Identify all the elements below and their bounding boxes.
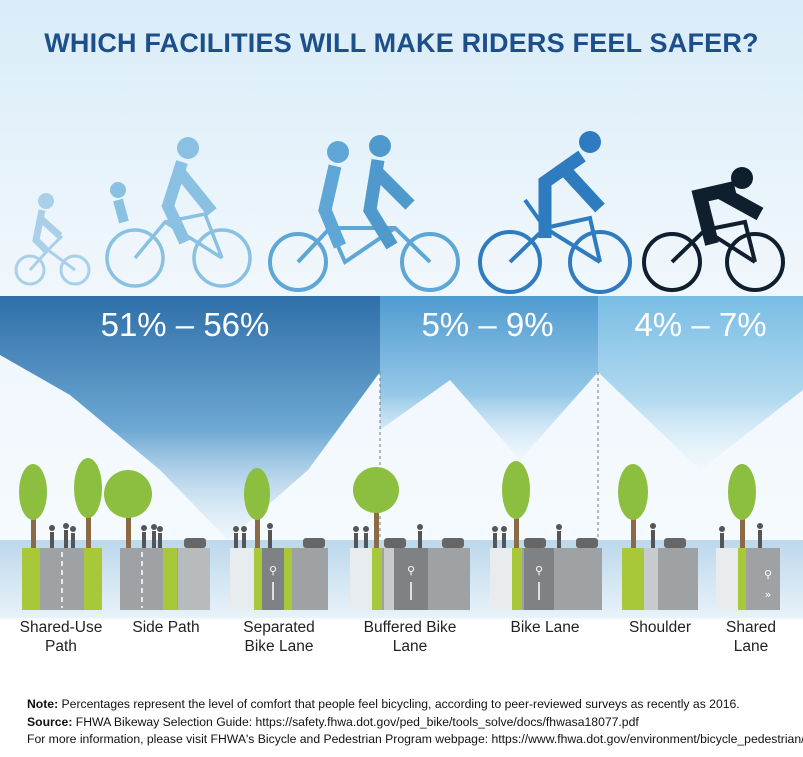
svg-text:⚲: ⚲ (269, 564, 277, 577)
facility-label-line: Shared-Use (19, 619, 103, 636)
facility-label-shoulder: Shoulder (612, 618, 708, 637)
facility-label-separated-bike-lane: Separated Bike Lane (224, 618, 334, 656)
facility-label-line: Separated (243, 619, 315, 636)
section-shoulder (618, 464, 698, 610)
source-line: Source: FHWA Bikeway Selection Guide: ht… (27, 714, 797, 732)
section-separated-bike-lane: ⚲ (230, 468, 328, 610)
cyclist-racer-icon (642, 167, 785, 292)
facility-label-line: Shoulder (628, 619, 692, 636)
page-title: WHICH FACILITIES WILL MAKE RIDERS FEEL S… (44, 28, 759, 58)
comfort-band-high (0, 296, 380, 540)
facility-label-shared-lane: Shared Lane (706, 618, 796, 656)
cyclist-tandem-icon (268, 135, 460, 292)
cyclist-family-icon (105, 137, 252, 288)
svg-text:⚲: ⚲ (764, 568, 772, 581)
facility-diagram: ⚲ ⚲ ⚲ (0, 131, 803, 618)
facility-label-line: Bike Lane (244, 638, 314, 655)
facility-label-line: Path (45, 638, 77, 655)
svg-text:»: » (765, 588, 772, 601)
section-side-path (104, 470, 210, 610)
section-bike-lane: ⚲ (490, 461, 602, 610)
facility-label-buffered-bike-lane: Buffered Bike Lane (350, 618, 470, 656)
section-shared-use-path (19, 458, 102, 610)
comfort-band-medium (380, 296, 598, 460)
cyclist-child-icon (14, 193, 91, 286)
comfort-range-high: 51% – 56% (100, 306, 270, 343)
section-shared-lane: ⚲ » (716, 464, 780, 610)
note-line: Note: Percentages represent the level of… (27, 696, 797, 714)
note-text: Percentages represent the level of comfo… (58, 697, 740, 711)
facility-label-bike-lane: Bike Lane (490, 618, 600, 637)
facility-label-side-path: Side Path (116, 618, 216, 637)
comfort-band-low (598, 296, 803, 470)
source-label: Source: (27, 714, 73, 729)
svg-text:⚲: ⚲ (407, 564, 415, 577)
svg-text:⚲: ⚲ (535, 564, 543, 577)
facility-label-line: Side Path (132, 619, 200, 636)
section-buffered-bike-lane: ⚲ (350, 467, 470, 610)
source-text: FHWA Bikeway Selection Guide: https://sa… (72, 714, 639, 729)
facility-label-line: Lane (733, 638, 769, 655)
facility-label-line: Bike Lane (510, 619, 580, 636)
note-label: Note: (27, 697, 59, 711)
facility-label-line: Shared (726, 619, 776, 636)
cyclist-commuter-icon (478, 131, 632, 294)
facility-label-shared-use-path: Shared-Use Path (8, 618, 114, 656)
facility-label-line: Lane (392, 638, 428, 655)
comfort-range-low: 4% – 7% (634, 306, 767, 343)
facility-label-line: Buffered Bike (363, 619, 457, 636)
notes-section: Note: Percentages represent the level of… (27, 696, 803, 749)
comfort-range-medium: 5% – 9% (421, 306, 554, 343)
more-info-line: For more information, please visit FHWA'… (27, 732, 803, 746)
